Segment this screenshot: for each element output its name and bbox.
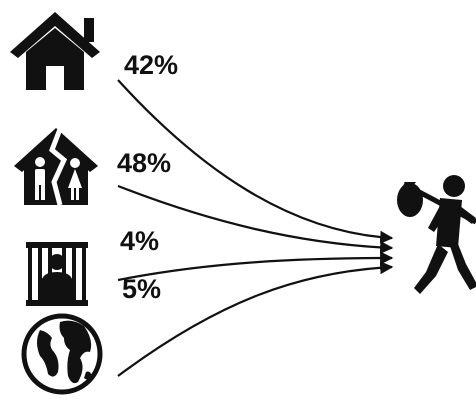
percent-label-prison: 4%	[120, 226, 160, 256]
house-icon	[10, 12, 100, 90]
globe-icon	[21, 313, 103, 395]
percent-label-divorce: 48%	[117, 148, 172, 178]
percent-label-world: 5%	[122, 274, 162, 304]
runaway-with-bindle-icon	[397, 175, 476, 294]
broken-family-icon	[14, 123, 98, 206]
flow-arrow-home	[117, 79, 394, 244]
flow-arrow-world	[117, 261, 394, 377]
percent-label-home: 42%	[124, 50, 179, 80]
prisoner-icon	[26, 242, 88, 306]
flow-arrow-divorce	[117, 184, 394, 255]
flow-arrow-prison	[117, 251, 394, 282]
